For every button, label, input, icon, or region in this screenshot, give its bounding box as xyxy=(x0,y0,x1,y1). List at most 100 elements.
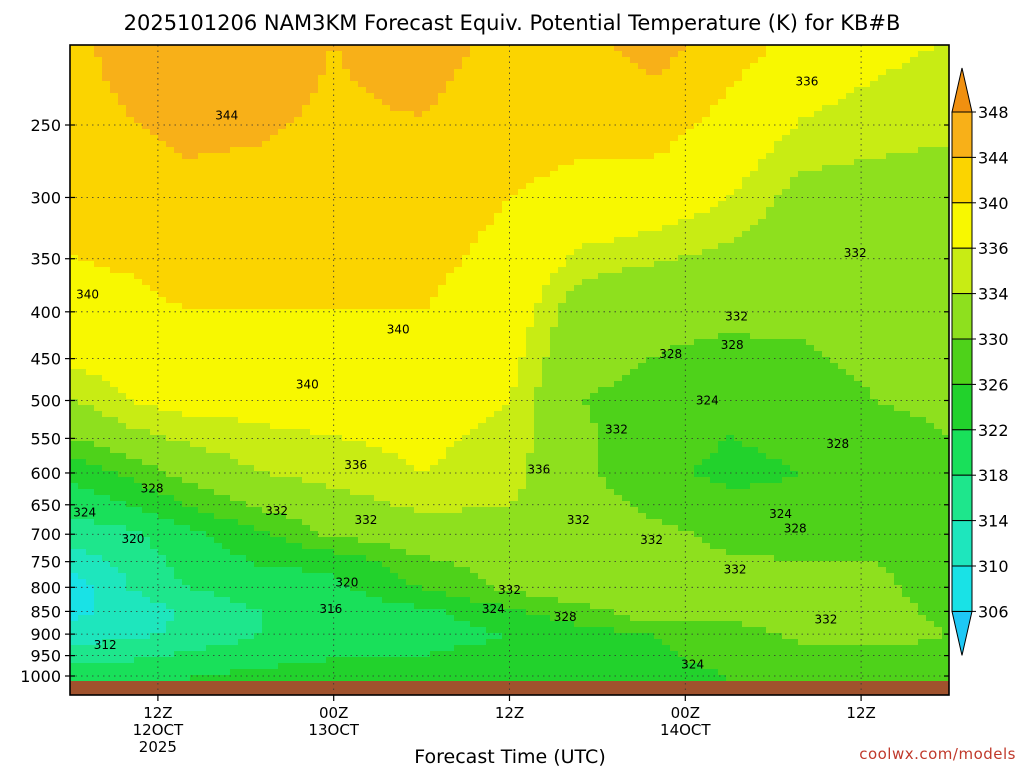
field-cell xyxy=(134,99,143,106)
field-cell xyxy=(230,507,239,514)
field-cell xyxy=(190,285,199,292)
field-cell xyxy=(414,501,423,508)
field-cell xyxy=(70,585,79,592)
field-cell xyxy=(118,561,127,568)
field-cell xyxy=(270,489,279,496)
field-cell xyxy=(214,651,223,658)
field-cell xyxy=(246,225,255,232)
field-cell xyxy=(286,63,295,70)
field-cell xyxy=(222,255,231,262)
field-cell xyxy=(214,321,223,328)
field-cell xyxy=(350,255,359,262)
field-cell xyxy=(86,81,95,88)
field-cell xyxy=(382,285,391,292)
field-cell xyxy=(118,669,127,676)
field-cell xyxy=(182,207,191,214)
field-cell xyxy=(238,279,247,286)
field-cell xyxy=(358,363,367,370)
field-cell xyxy=(342,657,351,664)
field-cell xyxy=(190,621,199,628)
field-cell xyxy=(206,237,215,244)
field-cell xyxy=(414,201,423,208)
field-cell xyxy=(398,603,407,610)
field-cell xyxy=(174,441,183,448)
field-cell xyxy=(406,459,415,466)
field-cell xyxy=(206,381,215,388)
field-cell xyxy=(374,327,383,334)
field-cell xyxy=(358,291,367,298)
field-cell xyxy=(310,123,319,130)
field-cell xyxy=(206,297,215,304)
field-cell xyxy=(190,129,199,136)
field-cell xyxy=(366,231,375,238)
field-cell xyxy=(214,513,223,520)
field-cell xyxy=(230,249,239,256)
field-cell xyxy=(230,387,239,394)
field-cell xyxy=(374,129,383,136)
field-cell xyxy=(310,381,319,388)
field-cell xyxy=(318,591,327,598)
field-cell xyxy=(270,345,279,352)
field-cell xyxy=(318,327,327,334)
field-cell xyxy=(206,525,215,532)
field-cell xyxy=(278,657,287,664)
field-cell xyxy=(150,405,159,412)
field-cell xyxy=(406,321,415,328)
field-cell xyxy=(118,123,127,130)
field-cell xyxy=(206,519,215,526)
field-cell xyxy=(198,471,207,478)
field-cell xyxy=(414,333,423,340)
field-cell xyxy=(398,561,407,568)
field-cell xyxy=(238,339,247,346)
field-cell xyxy=(102,477,111,484)
field-cell xyxy=(174,243,183,250)
field-cell xyxy=(158,225,167,232)
field-cell xyxy=(94,399,103,406)
field-cell xyxy=(334,489,343,496)
field-cell xyxy=(222,369,231,376)
field-cell xyxy=(174,669,183,676)
field-cell xyxy=(174,489,183,496)
field-cell xyxy=(206,375,215,382)
field-cell xyxy=(206,495,215,502)
field-cell xyxy=(142,297,151,304)
field-cell xyxy=(390,543,399,550)
field-cell xyxy=(294,495,303,502)
field-cell xyxy=(166,111,175,118)
field-cell xyxy=(374,561,383,568)
field-cell xyxy=(134,51,143,58)
field-cell xyxy=(198,477,207,484)
field-cell xyxy=(246,195,255,202)
field-cell xyxy=(142,459,151,466)
field-cell xyxy=(286,303,295,310)
field-cell xyxy=(262,363,271,370)
field-cell xyxy=(134,459,143,466)
field-cell xyxy=(374,183,383,190)
field-cell xyxy=(126,201,135,208)
field-cell xyxy=(206,399,215,406)
field-cell xyxy=(126,507,135,514)
field-cell xyxy=(110,45,119,52)
field-cell xyxy=(430,339,439,346)
field-cell xyxy=(142,135,151,142)
field-cell xyxy=(334,207,343,214)
field-cell xyxy=(414,147,423,154)
field-cell xyxy=(254,345,263,352)
field-cell xyxy=(430,363,439,370)
field-cell xyxy=(230,615,239,622)
field-cell xyxy=(182,501,191,508)
field-cell xyxy=(150,501,159,508)
field-cell xyxy=(326,489,335,496)
field-cell xyxy=(102,237,111,244)
field-cell xyxy=(374,597,383,604)
field-cell xyxy=(414,657,423,664)
field-cell xyxy=(70,375,79,382)
field-cell xyxy=(158,453,167,460)
field-cell xyxy=(334,435,343,442)
field-cell xyxy=(398,495,407,502)
field-cell xyxy=(430,327,439,334)
field-cell xyxy=(262,435,271,442)
field-cell xyxy=(350,579,359,586)
field-cell xyxy=(78,345,87,352)
field-cell xyxy=(406,165,415,172)
